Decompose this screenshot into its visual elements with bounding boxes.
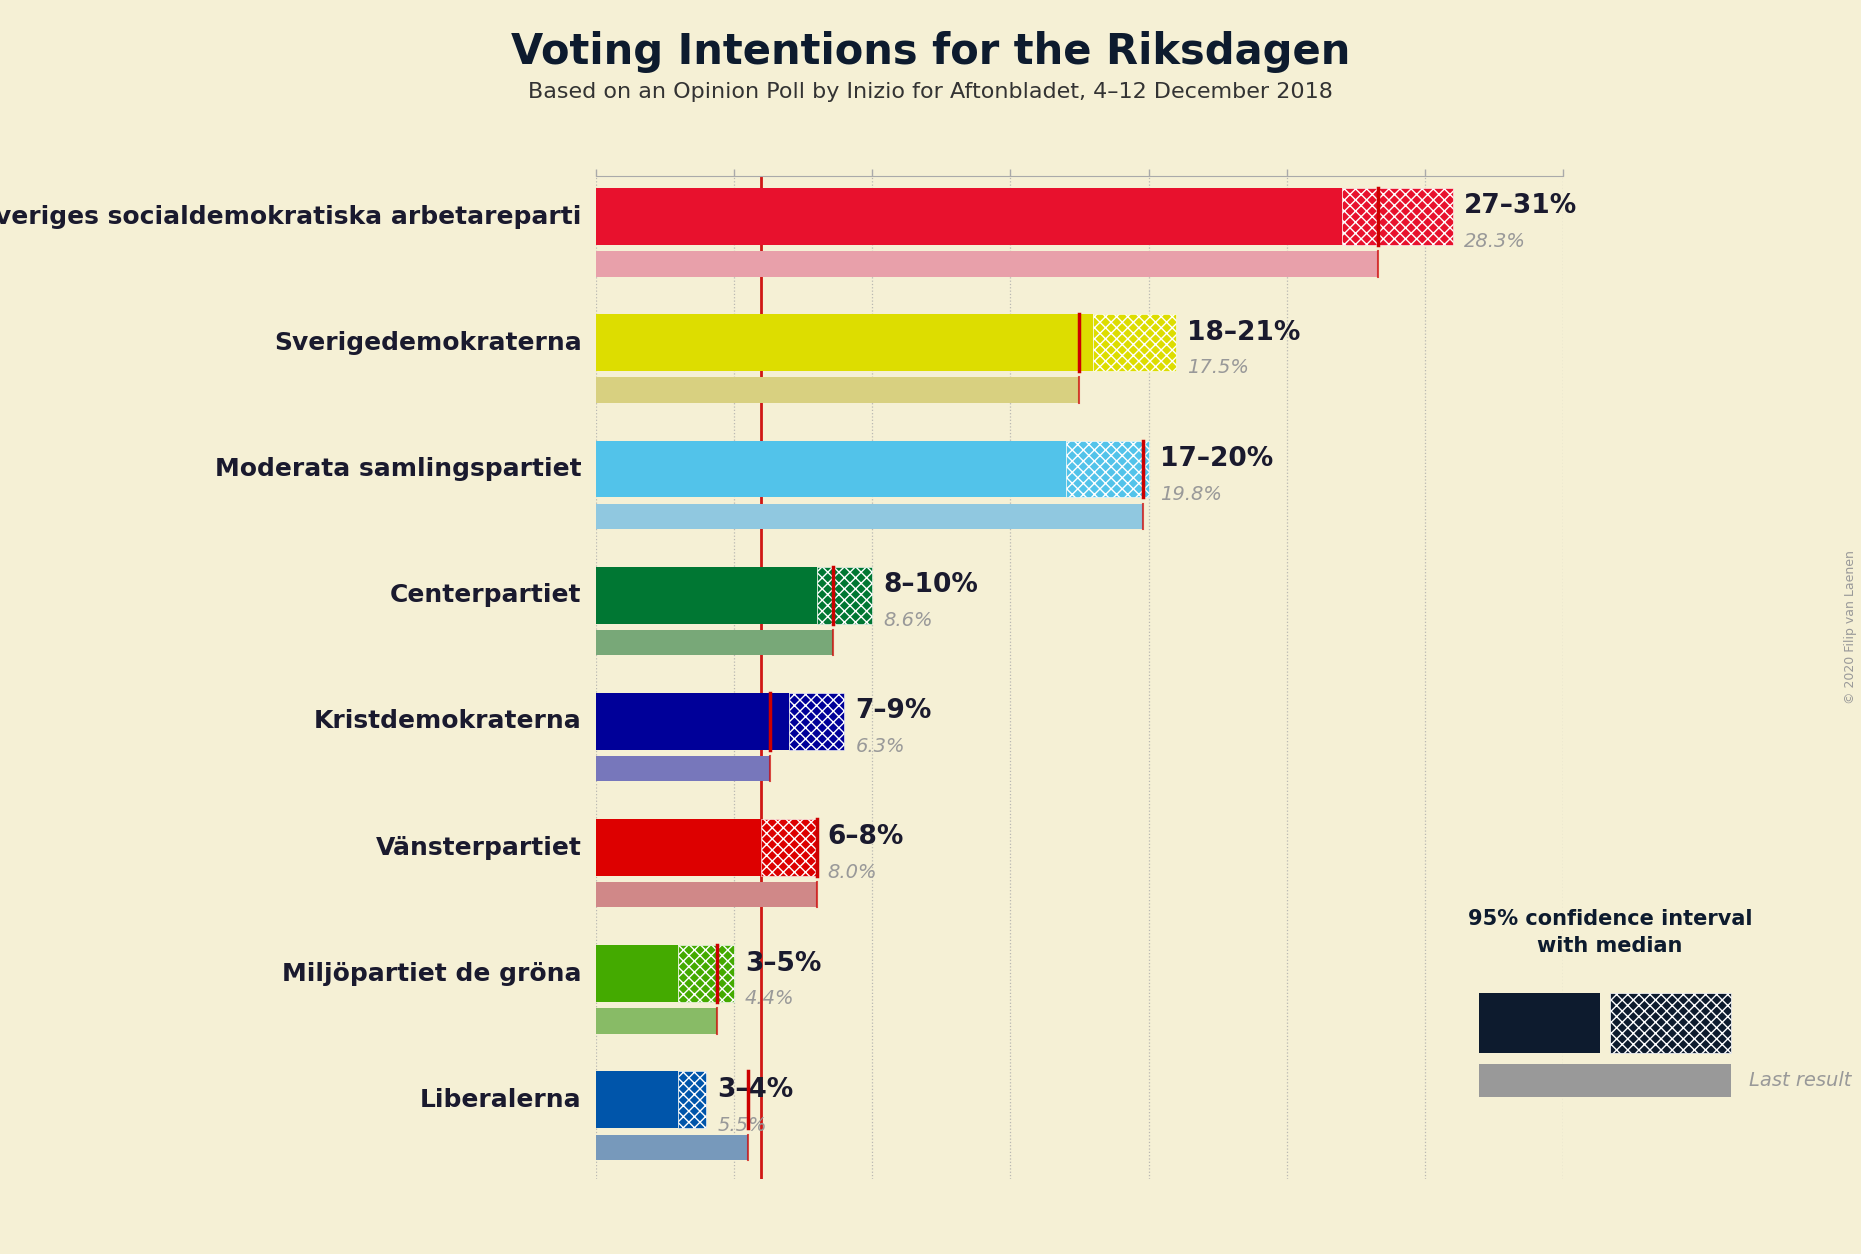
Text: Miljöpartiet de gröna: Miljöpartiet de gröna: [283, 962, 582, 986]
Text: 6–8%: 6–8%: [828, 824, 904, 850]
Text: 18–21%: 18–21%: [1187, 320, 1301, 346]
Text: 5.5%: 5.5%: [716, 1116, 767, 1135]
Text: 7–9%: 7–9%: [856, 698, 932, 725]
Bar: [1092, 315, 1176, 371]
Text: Sveriges socialdemokratiska arbetareparti: Sveriges socialdemokratiska arbetarepart…: [0, 204, 582, 228]
Bar: [596, 819, 761, 875]
Text: Vänsterpartiet: Vänsterpartiet: [376, 835, 582, 859]
Bar: [679, 946, 733, 1002]
Text: 95% confidence interval
with median: 95% confidence interval with median: [1468, 909, 1751, 956]
Bar: [596, 504, 1143, 529]
Text: Based on an Opinion Poll by Inizio for Aftonbladet, 4–12 December 2018: Based on an Opinion Poll by Inizio for A…: [529, 82, 1332, 102]
Bar: [596, 946, 679, 1002]
Bar: [596, 315, 1092, 371]
Bar: [596, 377, 1079, 403]
Bar: [679, 1071, 705, 1129]
Bar: [596, 1008, 716, 1033]
Text: © 2020 Filip van Laenen: © 2020 Filip van Laenen: [1844, 551, 1857, 703]
Text: Last result: Last result: [1749, 1071, 1852, 1091]
Bar: [596, 1135, 748, 1160]
Bar: [596, 756, 770, 781]
Text: 27–31%: 27–31%: [1465, 193, 1576, 219]
Bar: [789, 693, 845, 750]
Text: Sverigedemokraterna: Sverigedemokraterna: [274, 331, 582, 355]
Bar: [1342, 188, 1453, 245]
Text: Centerpartiet: Centerpartiet: [391, 583, 582, 607]
Text: 8.0%: 8.0%: [828, 863, 877, 883]
Bar: [817, 567, 873, 623]
Bar: [596, 188, 1342, 245]
Text: 8.6%: 8.6%: [884, 611, 932, 630]
Bar: [761, 819, 817, 875]
Bar: [596, 440, 1066, 498]
Text: Kristdemokraterna: Kristdemokraterna: [315, 710, 582, 734]
Bar: [1066, 440, 1148, 498]
Text: 8–10%: 8–10%: [884, 572, 977, 598]
Text: 4.4%: 4.4%: [744, 989, 795, 1008]
Text: 19.8%: 19.8%: [1159, 485, 1221, 504]
Text: Moderata samlingspartiet: Moderata samlingspartiet: [216, 456, 582, 482]
Text: 17–20%: 17–20%: [1159, 446, 1273, 472]
Text: 6.3%: 6.3%: [856, 737, 904, 756]
Text: 28.3%: 28.3%: [1465, 232, 1526, 251]
Bar: [596, 630, 834, 655]
Bar: [596, 567, 817, 623]
Text: Liberalerna: Liberalerna: [421, 1088, 582, 1112]
Bar: [596, 1071, 679, 1129]
Text: 3–5%: 3–5%: [744, 951, 821, 977]
Text: 17.5%: 17.5%: [1187, 359, 1249, 377]
Bar: [596, 251, 1377, 277]
Text: 3–4%: 3–4%: [716, 1077, 793, 1102]
Bar: [596, 883, 817, 908]
Text: Voting Intentions for the Riksdagen: Voting Intentions for the Riksdagen: [510, 31, 1351, 73]
Bar: [596, 693, 789, 750]
